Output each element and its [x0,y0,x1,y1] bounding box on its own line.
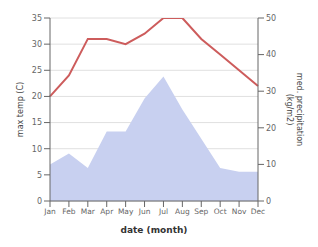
svg-text:Jan: Jan [43,207,56,216]
svg-text:May: May [118,207,134,216]
svg-text:30: 30 [32,40,42,49]
svg-text:Nov: Nov [232,207,247,216]
svg-text:40: 40 [266,50,276,59]
svg-text:25: 25 [32,66,42,75]
svg-text:max temp (C): max temp (C) [16,82,25,137]
svg-text:0: 0 [37,197,42,206]
svg-text:10: 10 [32,145,42,154]
svg-text:med. precipitation(kg/m2): med. precipitation(kg/m2) [286,73,305,146]
svg-text:35: 35 [32,14,42,23]
svg-text:5: 5 [37,171,42,180]
svg-text:Jul: Jul [158,207,168,216]
svg-text:20: 20 [32,92,42,101]
svg-text:Aug: Aug [175,207,190,216]
svg-text:15: 15 [32,118,42,127]
svg-text:Mar: Mar [81,207,96,216]
svg-text:20: 20 [266,124,276,133]
svg-text:10: 10 [266,160,276,169]
svg-text:date (month): date (month) [121,225,188,235]
svg-text:Apr: Apr [100,207,114,216]
svg-text:Oct: Oct [214,207,227,216]
svg-text:Feb: Feb [62,207,76,216]
svg-text:30: 30 [266,87,276,96]
svg-text:Dec: Dec [251,207,266,216]
svg-text:Sep: Sep [194,207,208,216]
svg-text:50: 50 [266,14,276,23]
svg-text:0: 0 [266,197,271,206]
svg-text:Jun: Jun [138,207,151,216]
